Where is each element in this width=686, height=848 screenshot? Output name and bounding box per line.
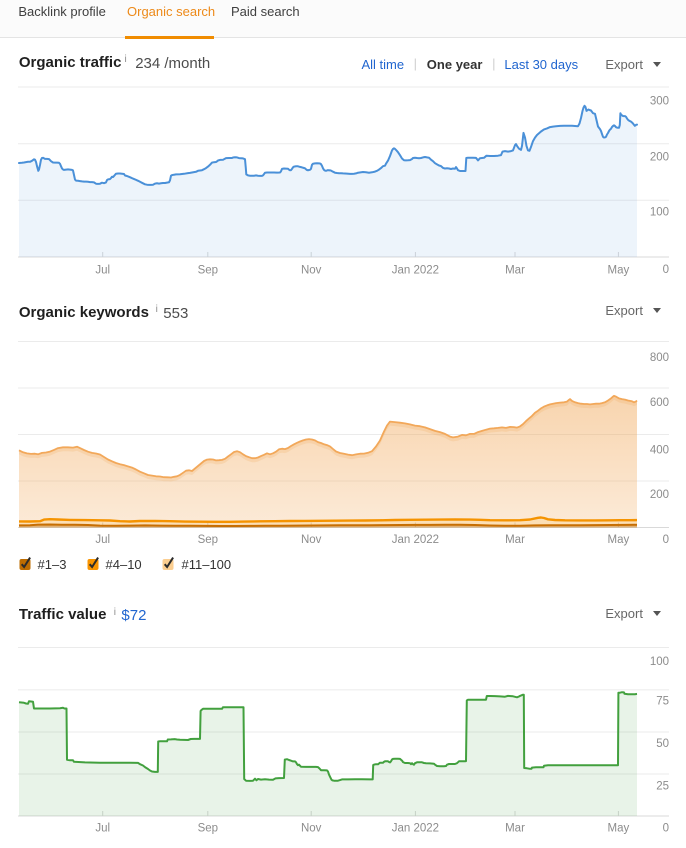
svg-text:Jul: Jul bbox=[95, 534, 110, 546]
svg-text:May: May bbox=[608, 823, 630, 835]
svg-text:Nov: Nov bbox=[301, 823, 322, 835]
svg-text:50: 50 bbox=[656, 738, 669, 750]
svg-text:Mar: Mar bbox=[505, 265, 525, 277]
svg-text:Jul: Jul bbox=[95, 823, 110, 835]
svg-text:Sep: Sep bbox=[198, 534, 218, 546]
svg-text:Jan 2022: Jan 2022 bbox=[392, 823, 439, 835]
svg-text:100: 100 bbox=[650, 656, 669, 668]
svg-text:600: 600 bbox=[650, 397, 669, 409]
svg-text:Jan 2022: Jan 2022 bbox=[392, 534, 439, 546]
svg-text:0: 0 bbox=[663, 823, 669, 835]
svg-text:Nov: Nov bbox=[301, 265, 322, 277]
svg-text:300: 300 bbox=[650, 96, 669, 108]
svg-text:Nov: Nov bbox=[301, 534, 322, 546]
svg-text:100: 100 bbox=[650, 207, 669, 219]
svg-text:Mar: Mar bbox=[505, 534, 525, 546]
svg-text:400: 400 bbox=[650, 444, 669, 456]
svg-text:800: 800 bbox=[650, 352, 669, 364]
svg-text:May: May bbox=[608, 534, 630, 546]
svg-text:200: 200 bbox=[650, 489, 669, 501]
svg-text:May: May bbox=[608, 265, 630, 277]
svg-text:200: 200 bbox=[650, 151, 669, 163]
svg-text:Mar: Mar bbox=[505, 823, 525, 835]
svg-text:Jan 2022: Jan 2022 bbox=[392, 265, 439, 277]
svg-text:Sep: Sep bbox=[198, 265, 218, 277]
svg-text:Jul: Jul bbox=[95, 265, 110, 277]
svg-text:25: 25 bbox=[656, 780, 669, 792]
svg-text:0: 0 bbox=[663, 264, 669, 276]
svg-text:Sep: Sep bbox=[198, 823, 218, 835]
svg-text:75: 75 bbox=[656, 696, 669, 708]
svg-text:0: 0 bbox=[663, 534, 669, 546]
